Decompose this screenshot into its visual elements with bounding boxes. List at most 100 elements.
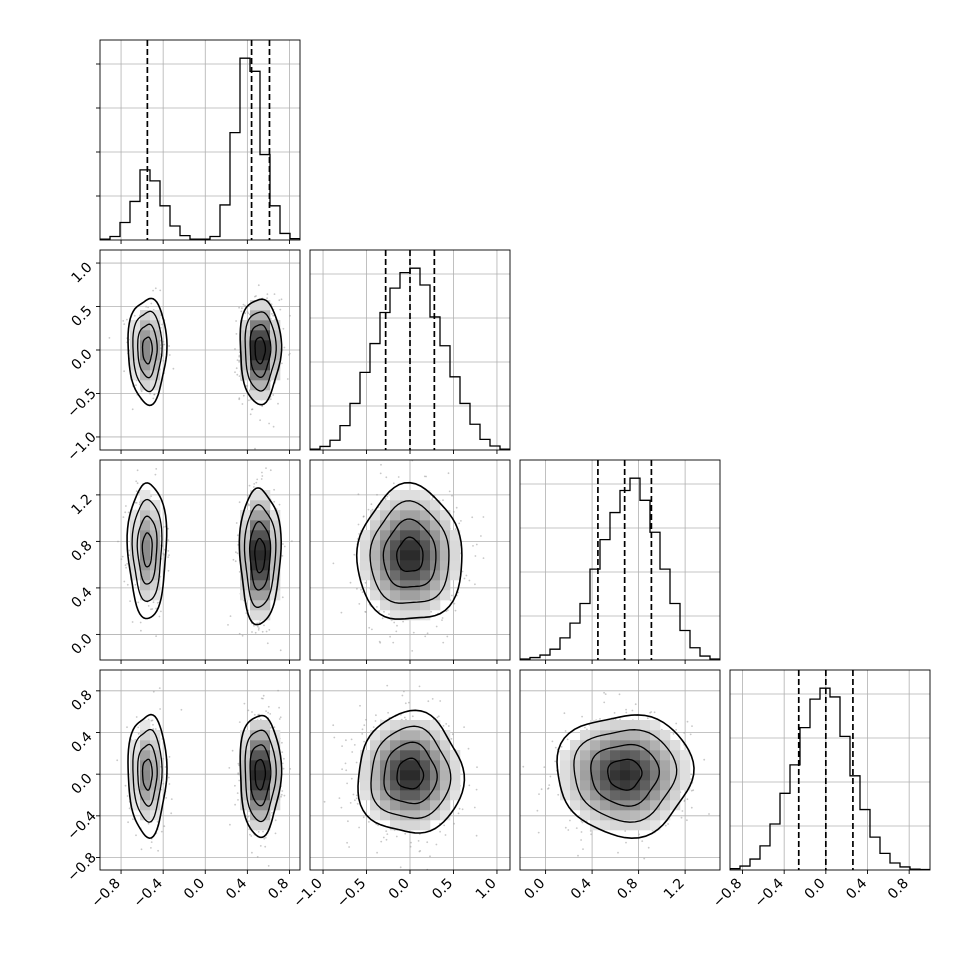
contour-line: [556, 714, 695, 840]
sample-point: [454, 609, 457, 612]
density-cell: [660, 760, 671, 771]
sample-point: [149, 392, 151, 395]
density-cell: [400, 530, 411, 541]
density-cell: [410, 610, 421, 621]
sample-point: [124, 564, 127, 567]
density-cell: [260, 810, 271, 821]
sample-point: [269, 469, 272, 472]
density-cell: [430, 750, 441, 761]
sample-point: [136, 469, 139, 472]
sample-point: [522, 765, 525, 768]
density-cell: [560, 780, 571, 791]
density-cell: [130, 340, 141, 351]
contour-line: [127, 297, 168, 407]
joint-panel: [96, 249, 301, 454]
density-cell: [410, 760, 421, 771]
sample-point: [137, 601, 140, 604]
sample-point: [156, 601, 159, 604]
sample-point: [437, 715, 440, 718]
density-cell: [360, 760, 371, 771]
sample-point: [229, 823, 231, 826]
sample-point: [263, 624, 265, 627]
contour-line: [607, 758, 643, 791]
density-cell: [440, 570, 451, 581]
sample-point: [162, 343, 165, 346]
sample-point: [150, 302, 153, 305]
sample-point: [643, 857, 646, 860]
sample-point: [586, 728, 588, 731]
sample-point: [165, 797, 168, 799]
density-cell: [270, 510, 281, 521]
sample-point: [453, 602, 456, 605]
sample-point: [363, 724, 366, 727]
sample-point: [444, 834, 447, 836]
density-cell: [270, 340, 281, 351]
density-cell: [620, 810, 631, 821]
density-cell: [650, 790, 661, 801]
histogram-frame: [519, 459, 721, 661]
sample-point: [358, 826, 360, 829]
sample-point: [365, 611, 367, 613]
sample-point: [262, 830, 264, 833]
sample-point: [163, 825, 166, 828]
density-cell: [430, 810, 441, 821]
density-cell: [650, 750, 661, 761]
density-cell: [640, 770, 651, 781]
density-cell: [140, 540, 151, 551]
density-cell: [600, 760, 611, 771]
density-cell: [240, 570, 251, 581]
density-cell: [140, 520, 151, 531]
sample-point: [374, 720, 377, 722]
sample-point: [414, 875, 416, 877]
sample-point: [389, 635, 391, 638]
density-cell: [130, 570, 141, 581]
density-cell: [240, 320, 251, 331]
sample-point: [273, 726, 276, 729]
sample-point: [340, 806, 343, 809]
density-cell: [260, 350, 271, 361]
sample-point: [631, 709, 634, 712]
sample-point: [281, 790, 284, 792]
x-tick-label: 0.4: [843, 875, 870, 902]
sample-point: [255, 481, 258, 484]
density-cell: [130, 550, 141, 561]
density-cell: [250, 600, 261, 611]
sample-point: [250, 835, 253, 837]
density-cell: [250, 610, 261, 621]
sample-point: [361, 728, 364, 731]
density-cell: [670, 780, 681, 791]
density-cell: [360, 770, 371, 781]
sample-point: [161, 323, 163, 326]
density-cell: [140, 330, 151, 341]
sample-point: [274, 819, 277, 822]
density-cell: [260, 760, 271, 771]
density-cell: [240, 370, 251, 381]
sample-point: [257, 629, 260, 631]
sample-point: [349, 581, 352, 584]
sample-point: [283, 545, 286, 548]
density-cell: [600, 790, 611, 801]
density-cell: [450, 530, 461, 541]
density-cell: [140, 500, 151, 511]
sample-point: [273, 488, 275, 491]
sample-point: [263, 837, 266, 840]
sample-point: [167, 527, 170, 530]
sample-point: [364, 581, 367, 584]
y-tick-label: 1.0: [69, 259, 96, 286]
density-cell: [390, 590, 401, 601]
contour-line: [573, 729, 678, 823]
sample-point: [235, 522, 238, 524]
sample-point: [281, 741, 283, 744]
density-cell: [410, 500, 421, 511]
density-cell: [650, 780, 661, 791]
density-cell: [150, 530, 161, 541]
sample-point: [235, 367, 238, 370]
sample-point: [266, 642, 269, 645]
density-cell: [410, 490, 421, 501]
sample-point: [551, 740, 554, 743]
sample-point: [260, 478, 263, 480]
sample-point: [162, 359, 165, 362]
sample-point: [135, 716, 138, 718]
sample-point: [270, 303, 273, 306]
sample-point: [126, 318, 128, 321]
